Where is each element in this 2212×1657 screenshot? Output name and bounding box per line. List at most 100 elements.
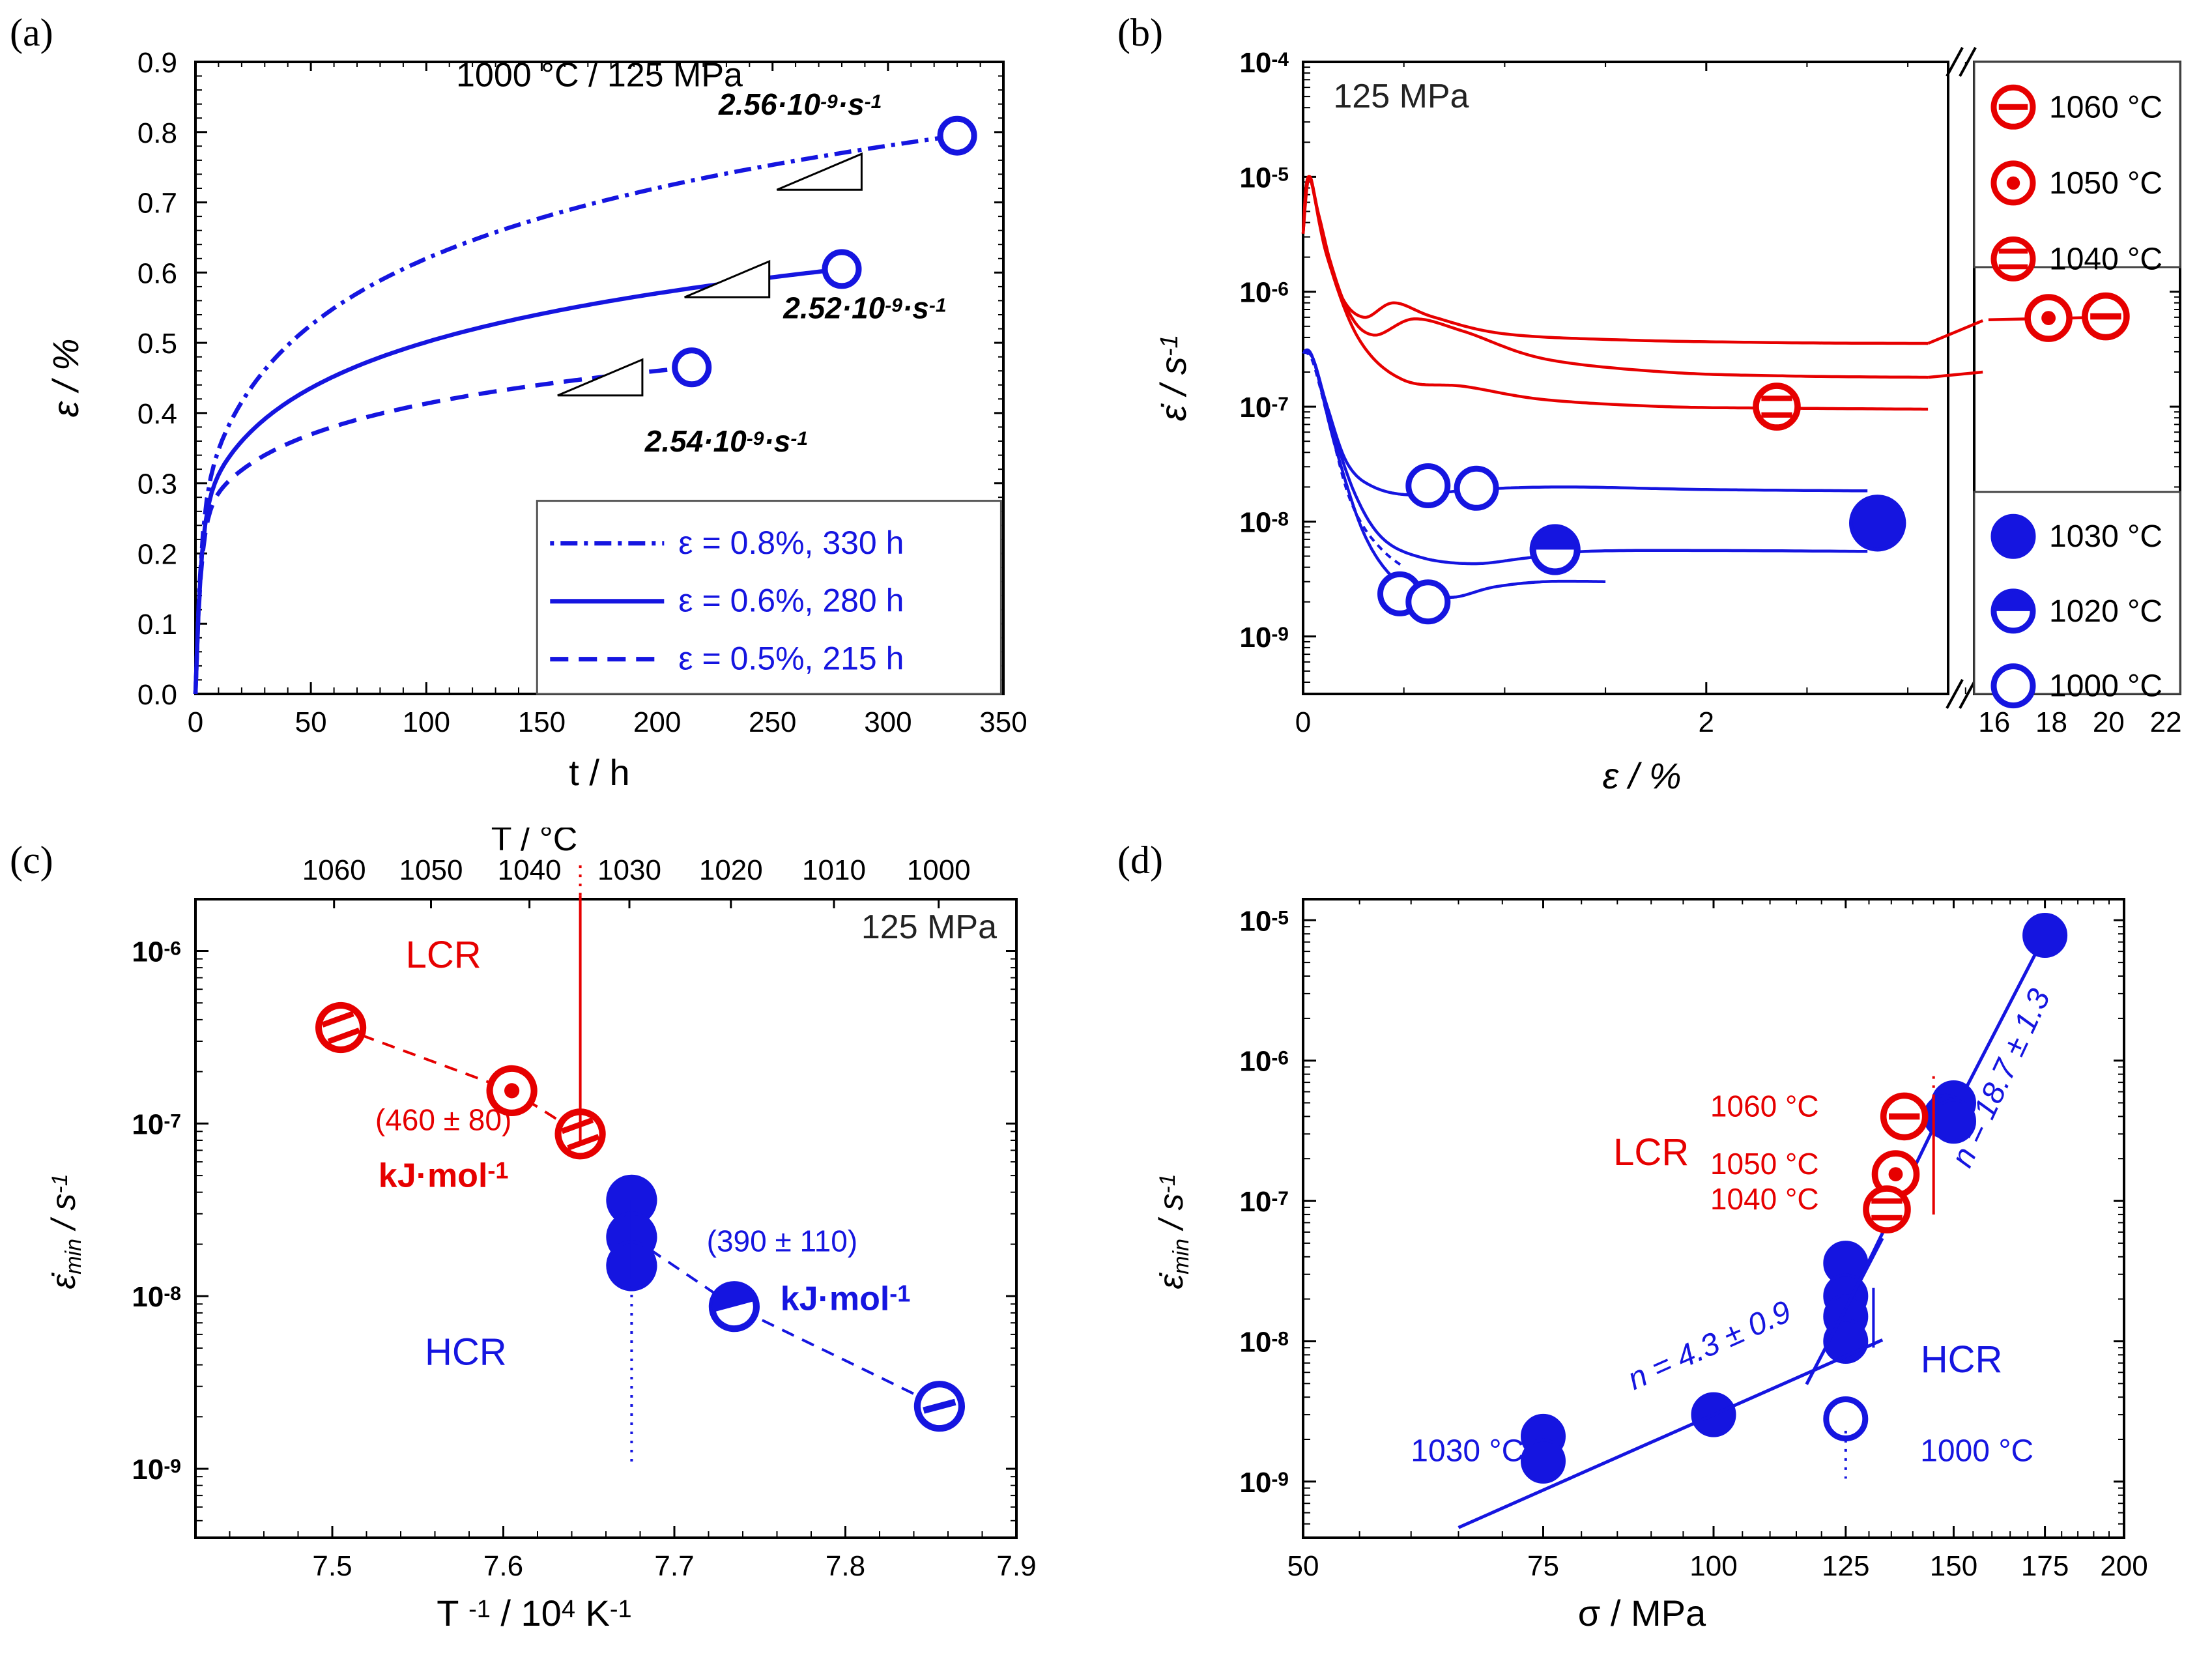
svg-text:kJ·mol-1: kJ·mol-1 <box>379 1157 509 1194</box>
svg-text:1040 °C: 1040 °C <box>1710 1182 1819 1216</box>
svg-text:ε = 0.8%, 330 h: ε = 0.8%, 330 h <box>678 525 904 561</box>
svg-text:1020 °C: 1020 °C <box>2049 594 2162 629</box>
svg-text:18: 18 <box>2035 706 2067 738</box>
svg-text:0.7: 0.7 <box>137 188 177 220</box>
svg-text:200: 200 <box>2100 1550 2147 1582</box>
svg-text:0.2: 0.2 <box>137 538 177 570</box>
svg-text:HCR: HCR <box>425 1331 507 1374</box>
svg-text:1040: 1040 <box>498 854 562 886</box>
svg-text:0.6: 0.6 <box>137 257 177 289</box>
svg-text:10-8: 10-8 <box>1239 507 1289 539</box>
svg-text:125 MPa: 125 MPa <box>861 908 997 946</box>
svg-text:10-4: 10-4 <box>1239 47 1289 79</box>
svg-text:0: 0 <box>188 706 203 738</box>
svg-text:1000: 1000 <box>907 854 971 886</box>
svg-text:1000 °C: 1000 °C <box>1920 1434 2033 1468</box>
svg-text:7.8: 7.8 <box>826 1550 865 1582</box>
svg-text:1050: 1050 <box>399 854 463 886</box>
svg-text:50: 50 <box>295 706 327 738</box>
svg-text:1050 °C: 1050 °C <box>2049 166 2162 201</box>
svg-text:1060 °C: 1060 °C <box>2049 90 2162 124</box>
svg-text:1040 °C: 1040 °C <box>2049 242 2162 276</box>
svg-text:10-7: 10-7 <box>1239 392 1289 424</box>
svg-text:n = 18.7 ± 1.3: n = 18.7 ± 1.3 <box>1945 984 2058 1173</box>
svg-text:1060: 1060 <box>302 854 366 886</box>
svg-text:LCR: LCR <box>406 934 481 976</box>
svg-text:2: 2 <box>1699 706 1714 738</box>
svg-text:10-9: 10-9 <box>1239 1467 1289 1499</box>
svg-text:ε = 0.5%, 215 h: ε = 0.5%, 215 h <box>678 641 904 677</box>
svg-text:1030: 1030 <box>597 854 661 886</box>
svg-text:10-9: 10-9 <box>1239 622 1289 654</box>
svg-text:10-5: 10-5 <box>1239 162 1289 194</box>
svg-text:n = 4.3 ± 0.9: n = 4.3 ± 0.9 <box>1623 1294 1796 1396</box>
svg-text:10-8: 10-8 <box>132 1281 181 1313</box>
svg-text:σ / MPa: σ / MPa <box>1578 1592 1706 1634</box>
svg-text:50: 50 <box>1287 1550 1319 1582</box>
svg-text:ε̇min / s-1: ε̇min / s-1 <box>1153 1174 1194 1289</box>
svg-text:T -1 / 104 K-1: T -1 / 104 K-1 <box>437 1592 631 1634</box>
svg-text:(a): (a) <box>10 11 53 54</box>
svg-text:16: 16 <box>1978 706 2010 738</box>
svg-text:0.1: 0.1 <box>137 609 177 641</box>
svg-text:10-5: 10-5 <box>1239 905 1289 937</box>
svg-text:22: 22 <box>2150 706 2182 738</box>
svg-text:150: 150 <box>518 706 566 738</box>
svg-text:0: 0 <box>1295 706 1311 738</box>
svg-text:7.5: 7.5 <box>312 1550 352 1582</box>
svg-text:1030 °C: 1030 °C <box>1411 1434 1524 1468</box>
svg-text:1050 °C: 1050 °C <box>1710 1147 1819 1181</box>
svg-text:0.5: 0.5 <box>137 328 177 360</box>
svg-text:1030 °C: 1030 °C <box>2049 519 2162 554</box>
svg-text:250: 250 <box>749 706 796 738</box>
svg-text:1060 °C: 1060 °C <box>1710 1089 1819 1123</box>
svg-text:(460 ± 80): (460 ± 80) <box>375 1102 511 1136</box>
svg-text:1000 °C: 1000 °C <box>2049 669 2162 704</box>
svg-text:125 MPa: 125 MPa <box>1333 78 1469 115</box>
svg-text:0.4: 0.4 <box>137 398 177 430</box>
svg-text:10-7: 10-7 <box>132 1108 181 1140</box>
svg-text:10-6: 10-6 <box>132 936 181 968</box>
svg-text:1020: 1020 <box>699 854 763 886</box>
svg-text:200: 200 <box>633 706 681 738</box>
svg-text:ε̇ / s-1: ε̇ / s-1 <box>1153 334 1194 421</box>
svg-text:100: 100 <box>403 706 450 738</box>
svg-text:1000 °C / 125 MPa: 1000 °C / 125 MPa <box>456 57 743 94</box>
svg-text:HCR: HCR <box>1921 1338 2003 1381</box>
svg-text:(b): (b) <box>1117 11 1163 54</box>
svg-text:0.9: 0.9 <box>137 47 177 79</box>
svg-text:(c): (c) <box>10 839 53 882</box>
svg-text:0.0: 0.0 <box>137 679 177 711</box>
svg-text:300: 300 <box>864 706 912 738</box>
svg-text:0.3: 0.3 <box>137 468 177 500</box>
svg-text:10-8: 10-8 <box>1239 1327 1289 1359</box>
svg-text:1010: 1010 <box>802 854 866 886</box>
svg-text:20: 20 <box>2093 706 2125 738</box>
svg-text:ε̇min / s-1: ε̇min / s-1 <box>45 1174 86 1289</box>
svg-text:7.6: 7.6 <box>483 1550 523 1582</box>
svg-text:ε / %: ε / % <box>45 338 86 417</box>
svg-text:350: 350 <box>979 706 1027 738</box>
svg-text:75: 75 <box>1527 1550 1559 1582</box>
svg-text:t / h: t / h <box>569 752 629 793</box>
svg-text:LCR: LCR <box>1613 1131 1689 1174</box>
svg-text:10-9: 10-9 <box>132 1454 181 1486</box>
svg-text:150: 150 <box>1930 1550 1977 1582</box>
svg-text:175: 175 <box>2021 1550 2069 1582</box>
svg-text:100: 100 <box>1689 1550 1737 1582</box>
svg-text:T / °C: T / °C <box>491 828 578 858</box>
svg-text:(d): (d) <box>1117 839 1163 882</box>
svg-text:2.54·10-9·s-1: 2.54·10-9·s-1 <box>644 424 808 458</box>
svg-text:ε = 0.6%, 280 h: ε = 0.6%, 280 h <box>678 583 904 619</box>
svg-text:7.9: 7.9 <box>996 1550 1036 1582</box>
svg-text:10-7: 10-7 <box>1239 1186 1289 1218</box>
svg-text:7.7: 7.7 <box>654 1550 694 1582</box>
svg-text:2.52·10-9·s-1: 2.52·10-9·s-1 <box>783 291 946 324</box>
svg-text:kJ·mol-1: kJ·mol-1 <box>781 1280 911 1318</box>
svg-text:(390 ± 110): (390 ± 110) <box>707 1224 858 1258</box>
svg-text:0.8: 0.8 <box>137 117 177 149</box>
svg-text:125: 125 <box>1822 1550 1869 1582</box>
svg-text:10-6: 10-6 <box>1239 1046 1289 1078</box>
svg-text:ε / %: ε / % <box>1602 755 1681 796</box>
svg-text:10-6: 10-6 <box>1239 277 1289 309</box>
